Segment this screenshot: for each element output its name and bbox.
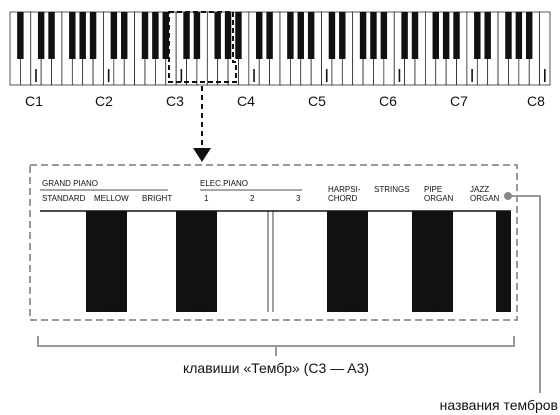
tone-label-pipe-organ-2: ORGAN — [424, 194, 454, 203]
black-key — [266, 12, 273, 59]
tone-label-standard: STANDARD — [42, 194, 86, 203]
black-key — [297, 12, 304, 59]
black-key — [17, 12, 24, 59]
black-key-ds3 — [176, 211, 217, 312]
octave-label: C8 — [527, 93, 545, 109]
black-key — [401, 12, 408, 59]
black-key — [526, 12, 533, 59]
black-key — [432, 12, 439, 59]
black-key — [48, 12, 55, 59]
black-key — [411, 12, 419, 59]
tone-label-ep2: 2 — [250, 194, 255, 203]
tone-labels: GRAND PIANO STANDARD MELLOW BRIGHT ELEC.… — [40, 179, 500, 203]
black-key — [256, 12, 263, 59]
octave-label: C4 — [237, 93, 255, 109]
black-key — [235, 12, 242, 59]
black-key — [484, 12, 491, 59]
tone-label-pipe-organ: PIPE — [424, 185, 442, 194]
black-key — [515, 12, 523, 59]
tone-label-bright: BRIGHT — [142, 194, 172, 203]
black-key — [37, 12, 45, 59]
black-key — [307, 12, 315, 59]
full-keyboard — [9, 11, 551, 86]
black-key — [141, 12, 149, 59]
octave-label: C5 — [308, 93, 326, 109]
enlarged-panel — [29, 164, 518, 321]
tone-label-harpsichord-2: CHORD — [328, 194, 358, 203]
black-key — [110, 12, 118, 59]
black-key — [183, 12, 190, 59]
tone-label-ep1: 1 — [204, 194, 209, 203]
black-key — [162, 12, 169, 59]
selection-box — [168, 11, 237, 83]
octave-labels: C1 C2 C3 C4 C5 C6 C7 C8 — [25, 93, 545, 109]
tone-label-harpsichord: HARPSI- — [328, 185, 361, 194]
white-key — [539, 11, 551, 86]
tone-group-label: GRAND PIANO — [42, 179, 98, 188]
octave-label: C6 — [379, 93, 397, 109]
tone-names-dot — [504, 192, 512, 200]
octave-label: C2 — [95, 93, 113, 109]
black-key — [287, 12, 294, 59]
octave-label: C7 — [450, 93, 468, 109]
tone-label-jazz-organ: JAZZ — [470, 185, 489, 194]
tone-label-ep3: 3 — [296, 194, 301, 203]
tone-label-strings: STRINGS — [374, 185, 410, 194]
black-key — [224, 12, 232, 59]
tone-keys-bracket — [37, 336, 515, 347]
black-key — [359, 12, 367, 59]
black-key — [121, 12, 128, 59]
black-key — [505, 12, 512, 59]
black-key — [89, 12, 97, 59]
black-key — [339, 12, 346, 59]
black-key — [214, 12, 221, 59]
black-key — [442, 12, 450, 59]
black-key — [370, 12, 377, 59]
black-key — [152, 12, 159, 59]
black-key-fs3 — [327, 211, 368, 312]
tone-keys-caption: клавиши «Тембр» (C3 — A3) — [183, 360, 369, 376]
black-key-gs3 — [412, 211, 453, 312]
black-key — [380, 12, 388, 59]
black-key — [193, 12, 201, 59]
black-key — [474, 12, 481, 59]
octave-label: C1 — [25, 93, 43, 109]
zoom-arrow-head — [193, 148, 211, 162]
black-key — [453, 12, 460, 59]
enlarged-keyboard — [40, 210, 511, 312]
tone-label-mellow: MELLOW — [94, 194, 129, 203]
tone-group-label: ELEC.PIANO — [200, 179, 248, 188]
black-key — [79, 12, 86, 59]
black-key-cs3 — [86, 211, 127, 312]
black-key — [328, 12, 336, 59]
tone-label-jazz-organ-2: ORGAN — [470, 194, 500, 203]
tone-names-leader — [512, 195, 541, 393]
black-key-as3 — [496, 211, 511, 312]
tone-names-caption: названия тембров — [440, 397, 558, 413]
octave-label: C3 — [166, 93, 184, 109]
black-key — [69, 12, 76, 59]
